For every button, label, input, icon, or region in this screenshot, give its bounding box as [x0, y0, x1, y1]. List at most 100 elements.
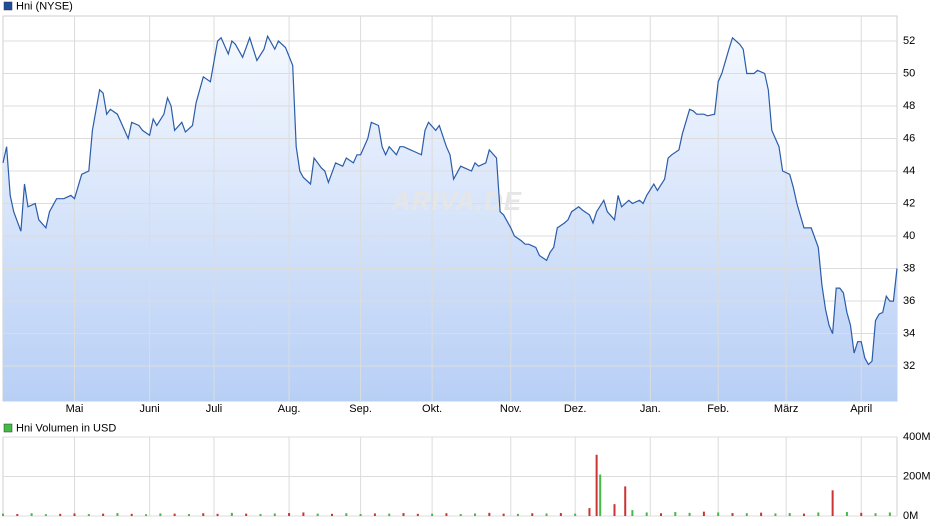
volume-bar — [488, 512, 491, 516]
volume-bar — [130, 513, 133, 516]
y-tick-label: 52 — [903, 35, 915, 47]
x-tick-label: Sep. — [349, 403, 372, 415]
volume-bar — [388, 513, 391, 516]
y-tick-label: 46 — [903, 132, 915, 144]
volume-bar — [860, 512, 863, 516]
legend-label: Hni Volumen in USD — [16, 422, 116, 434]
x-tick-label: Dez. — [564, 403, 587, 415]
y-tick-label: 32 — [903, 360, 915, 372]
volume-bar — [588, 508, 591, 516]
y-tick-label: 42 — [903, 197, 915, 209]
volume-bar — [330, 513, 333, 516]
y-tick-label: 44 — [903, 165, 915, 177]
x-tick-label: Juni — [140, 403, 160, 415]
volume-bar — [845, 512, 848, 516]
volume-bar — [102, 513, 105, 516]
x-tick-label: Mai — [66, 403, 84, 415]
volume-bar — [459, 514, 462, 516]
volume-bar — [159, 513, 162, 516]
volume-bar — [674, 512, 677, 516]
volume-bar — [474, 513, 477, 516]
volume-bar — [599, 474, 602, 516]
volume-bar — [416, 513, 419, 516]
y-tick-label: 200M — [903, 470, 931, 482]
x-tick-label: April — [850, 403, 872, 415]
volume-bar — [788, 513, 791, 516]
volume-bar — [645, 512, 648, 516]
x-tick-label: Nov. — [500, 403, 522, 415]
volume-bar — [595, 454, 598, 516]
volume-bar — [688, 512, 691, 516]
volume-bar — [30, 513, 33, 516]
legend-swatch — [3, 1, 13, 11]
y-tick-label: 34 — [903, 327, 915, 339]
volume-bar — [345, 513, 348, 516]
volume-bar — [73, 513, 76, 516]
volume-bar — [613, 504, 616, 516]
legend-label: Hni (NYSE) — [16, 0, 73, 12]
volume-bar — [631, 510, 634, 516]
volume-bar — [431, 513, 434, 516]
volume-bar — [803, 513, 806, 516]
volume-bar — [373, 513, 376, 516]
volume-bar — [173, 513, 176, 516]
volume-bar — [216, 513, 219, 516]
volume-bar — [516, 513, 519, 516]
volume-bar — [288, 513, 291, 516]
price-area — [3, 36, 897, 401]
volume-bar — [44, 514, 47, 516]
volume-bar — [888, 512, 891, 516]
volume-bar — [16, 514, 19, 516]
volume-bar — [202, 513, 205, 516]
volume-bar — [273, 513, 276, 516]
volume-bar — [774, 513, 777, 516]
volume-bar — [302, 512, 305, 516]
volume-bar — [145, 514, 148, 516]
volume-bar — [59, 513, 62, 516]
y-tick-label: 38 — [903, 262, 915, 274]
volume-bar — [116, 513, 119, 516]
volume-bar — [259, 514, 262, 516]
x-tick-label: Aug. — [278, 403, 301, 415]
x-tick-label: März — [774, 403, 798, 415]
volume-bar — [874, 513, 877, 516]
volume-bar — [230, 512, 233, 516]
plot-layer: Mai Juni Juli Aug. Sep. Okt. Nov. Dez. Jan. Feb. M… — [2, 16, 931, 522]
volume-bar — [245, 513, 248, 516]
volume-bar — [574, 513, 577, 516]
volume-bar — [717, 512, 720, 516]
volume-bar — [831, 490, 834, 516]
volume-bar — [316, 513, 319, 516]
y-tick-label: 400M — [903, 431, 931, 443]
watermark: ARIVA.DE — [391, 186, 522, 216]
volume-bar — [624, 486, 627, 516]
x-tick-label: Jan. — [640, 403, 661, 415]
volume-bar — [702, 511, 705, 516]
volume-bar — [531, 513, 534, 516]
volume-bar — [359, 514, 362, 516]
x-tick-label: Okt. — [422, 403, 442, 415]
volume-bar — [659, 513, 662, 516]
volume-bar — [545, 513, 548, 516]
legend-swatch — [3, 423, 13, 433]
volume-bar — [445, 513, 448, 516]
y-tick-label: 36 — [903, 295, 915, 307]
volume-bar — [559, 513, 562, 516]
price-line — [2, 34, 898, 366]
volume-bar — [502, 513, 505, 516]
y-tick-label: 48 — [903, 100, 915, 112]
volume-bar — [745, 513, 748, 516]
x-tick-label: Feb. — [707, 403, 729, 415]
y-tick-label: 0M — [903, 510, 918, 522]
y-tick-label: 50 — [903, 67, 915, 79]
volume-bar — [87, 514, 90, 516]
volume-bar — [402, 513, 405, 516]
volume-bar — [817, 512, 820, 516]
y-tick-label: 40 — [903, 230, 915, 242]
volume-bar — [760, 512, 763, 516]
x-tick-label: Juli — [206, 403, 223, 415]
volume-bar — [2, 513, 4, 516]
volume-bar — [731, 513, 734, 516]
volume-bar — [187, 514, 190, 516]
